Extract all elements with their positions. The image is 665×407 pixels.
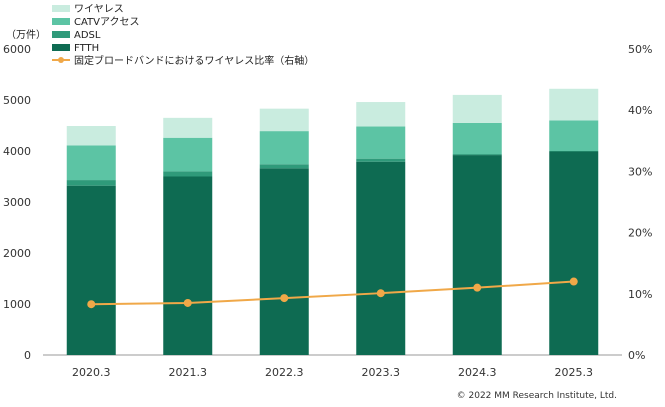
bar-segment [356, 158, 406, 162]
y-tick-label: 5000 [3, 94, 31, 107]
bar-segment [549, 120, 599, 151]
bar-segment [259, 108, 309, 132]
legend-label: ワイヤレス [74, 4, 124, 15]
bar-segment [66, 126, 116, 146]
bar-segment [66, 185, 116, 355]
bar-segment [549, 88, 599, 121]
bar-segment [549, 151, 599, 152]
x-tick-label: 2022.3 [265, 366, 304, 379]
y2-tick-label: 50% [628, 43, 652, 56]
y2-tick-label: 0% [628, 349, 645, 362]
bar-segment [66, 145, 116, 181]
legend-label: FTTH [74, 43, 99, 54]
ratio-point [569, 277, 578, 286]
bar-segment [356, 161, 406, 355]
bar-segment [452, 122, 502, 155]
bar-segment [163, 137, 213, 172]
y-tick-label: 1000 [3, 298, 31, 311]
bar-segment [452, 155, 502, 355]
x-tick-label: 2020.3 [72, 366, 111, 379]
x-tick-label: 2025.3 [555, 366, 594, 379]
ratio-point [183, 298, 192, 307]
legend-swatch [52, 44, 70, 51]
bar-segment [452, 94, 502, 123]
ratio-point [376, 289, 385, 298]
legend-label: 固定ブロードバンドにおけるワイヤレス比率（右軸） [74, 54, 314, 67]
y-tick-label: 6000 [3, 43, 31, 56]
ratio-point [473, 283, 482, 292]
bar-segment [163, 176, 213, 355]
bar-segment [452, 154, 502, 156]
y-tick-label: 0 [24, 349, 31, 362]
bar-segment [356, 102, 406, 127]
y-tick-label: 4000 [3, 145, 31, 158]
y2-tick-label: 30% [628, 165, 652, 178]
ratio-line [87, 277, 578, 309]
legend-swatch [52, 18, 70, 25]
y2-tick-label: 40% [628, 104, 652, 117]
y-tick-label: 2000 [3, 247, 31, 260]
bar-segment [66, 180, 116, 186]
y2-tick-label: 20% [628, 227, 652, 240]
y2-tick-label: 10% [628, 288, 652, 301]
bar-segment [549, 151, 599, 355]
bar-segment [163, 117, 213, 138]
bar-segment [356, 126, 406, 159]
y-tick-label: 3000 [3, 196, 31, 209]
legend-label: CATVアクセス [74, 16, 140, 28]
legend-swatch [52, 31, 70, 38]
bar-segment [163, 171, 213, 177]
x-tick-label: 2023.3 [362, 366, 401, 379]
copyright: © 2022 MM Research Institute, Ltd. [457, 391, 617, 401]
ratio-point [280, 294, 289, 303]
x-tick-label: 2021.3 [169, 366, 208, 379]
legend-line-marker [58, 57, 64, 63]
bar-segment [259, 164, 309, 169]
axes: 0 1000 2000 3000 4000 5000 6000 0% 10% 20% 30% 40% 5… [3, 43, 652, 379]
bar-segment [259, 168, 309, 355]
x-tick-label: 2024.3 [458, 366, 497, 379]
y-axis-unit: （万件） [6, 29, 46, 41]
legend-swatch [52, 5, 70, 12]
ratio-point [87, 300, 96, 309]
bar-segment [259, 131, 309, 165]
legend-label: ADSL [74, 30, 101, 41]
ratio-line-path [91, 280, 574, 306]
bars [66, 88, 599, 355]
